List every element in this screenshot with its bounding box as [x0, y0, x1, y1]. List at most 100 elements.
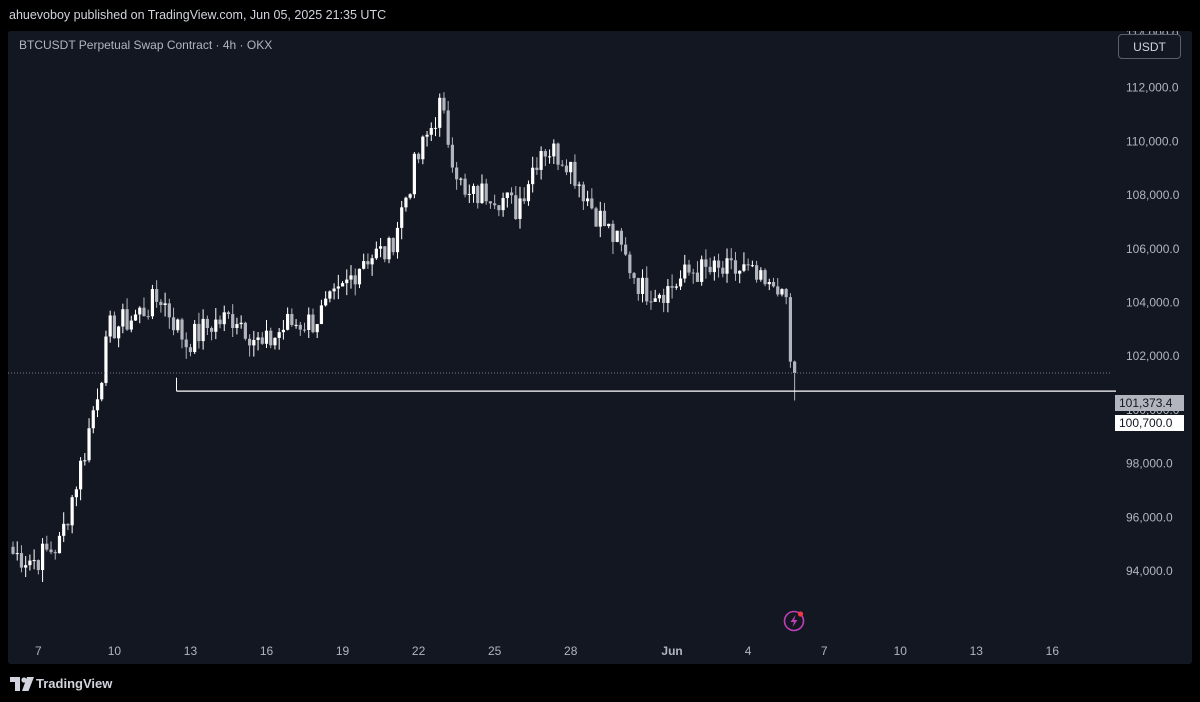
candle-body [687, 264, 691, 273]
candle-body [493, 203, 497, 206]
candle-body [176, 319, 180, 331]
candle-body [171, 317, 176, 331]
lightning-bolt-icon[interactable] [783, 610, 805, 632]
candle-body [383, 246, 387, 260]
candle-body [163, 303, 167, 306]
candle-body [298, 324, 302, 330]
candle-body [226, 312, 231, 315]
candle-body [733, 260, 738, 274]
candle-body [708, 266, 712, 273]
candle-body [590, 198, 594, 209]
candle-body [573, 161, 577, 186]
candle-body [649, 301, 653, 303]
candle-body [759, 270, 763, 280]
candle-body [581, 184, 585, 202]
candle-body [615, 230, 619, 242]
candle-body [205, 318, 209, 328]
candle-body [497, 205, 501, 211]
candle-body [281, 329, 285, 333]
candle-body [311, 314, 315, 333]
candle-body [53, 552, 57, 554]
candle-body [188, 347, 193, 353]
candle-body [691, 272, 695, 274]
candle-body [467, 193, 471, 195]
y-tick-label: 106,000.0 [1126, 242, 1180, 256]
candle-body [738, 270, 742, 274]
symbol-title: BTCUSDT Perpetual Swap Contract · 4h · O… [19, 38, 273, 52]
candle-body [74, 489, 78, 498]
candle-body [678, 278, 683, 287]
x-tick-label: 7 [35, 644, 42, 658]
candle-body [653, 298, 657, 302]
candle-body [518, 198, 522, 219]
footer: TradingView [0, 664, 1200, 702]
candle-body [235, 324, 239, 329]
chart-pane[interactable]: 94,000.096,000.098,000.0100,000.0102,000… [8, 31, 1192, 664]
currency-button[interactable]: USDT [1118, 34, 1181, 59]
candle-body [421, 136, 425, 160]
candle-body [624, 244, 628, 255]
candle-body [378, 246, 383, 249]
candle-body [222, 312, 226, 325]
candle-body [260, 337, 264, 344]
candle-body [104, 336, 108, 383]
x-tick-label: 13 [184, 644, 198, 658]
candle-body [564, 165, 569, 173]
candle-body [552, 143, 556, 157]
publisher-bar: ahuevoboy published on TradingView.com, … [0, 0, 1200, 30]
y-tick-label: 96,000.0 [1126, 510, 1173, 524]
candle-body [40, 543, 45, 571]
candle-body [91, 410, 95, 429]
candle-body [24, 565, 28, 568]
candle-body [146, 316, 150, 318]
candle-body [746, 264, 750, 266]
candle-body [607, 223, 611, 227]
candle-body [49, 549, 53, 553]
candle-body [632, 273, 636, 279]
candle-body [362, 261, 366, 269]
candle-body [36, 560, 40, 571]
candle-body [184, 339, 188, 348]
candle-body [788, 297, 792, 362]
x-tick-label: 4 [745, 644, 752, 658]
candle-body [11, 546, 15, 554]
candle-body [417, 153, 421, 160]
candle-body [100, 382, 104, 400]
candle-body [125, 309, 129, 330]
candle-body [721, 267, 725, 274]
candle-body [767, 282, 771, 285]
candle-body [209, 327, 214, 332]
candle-body [307, 314, 311, 330]
candle-body [450, 144, 454, 168]
candle-body [15, 553, 19, 555]
candle-body [683, 264, 687, 279]
candle-body [569, 161, 573, 173]
price-chart[interactable]: 94,000.096,000.098,000.0100,000.0102,000… [8, 31, 1192, 664]
candle-body [556, 143, 560, 165]
candle-body [501, 198, 505, 211]
y-tick-label: 102,000.0 [1126, 349, 1180, 363]
candle-body [750, 265, 754, 267]
candle-body [302, 329, 307, 331]
x-tick-label: 25 [488, 644, 502, 658]
candle-body [328, 291, 332, 299]
candle-body [695, 272, 700, 282]
candle-body [793, 361, 797, 374]
candle-body [763, 270, 767, 285]
candle-body [294, 324, 298, 326]
candle-body [108, 315, 112, 337]
candle-body [700, 259, 704, 282]
candle-body [400, 207, 404, 228]
candle-body [28, 560, 32, 566]
candle-body [560, 164, 564, 166]
candle-body [780, 289, 784, 295]
candle-body [332, 288, 336, 292]
candle-body [725, 258, 729, 274]
candle-body [138, 307, 142, 315]
candle-body [19, 553, 24, 568]
y-tick-label: 112,000.0 [1126, 81, 1179, 95]
candle-body [755, 265, 759, 280]
candle-body [277, 332, 281, 338]
candle-body [404, 197, 408, 208]
candle-body [155, 289, 159, 302]
